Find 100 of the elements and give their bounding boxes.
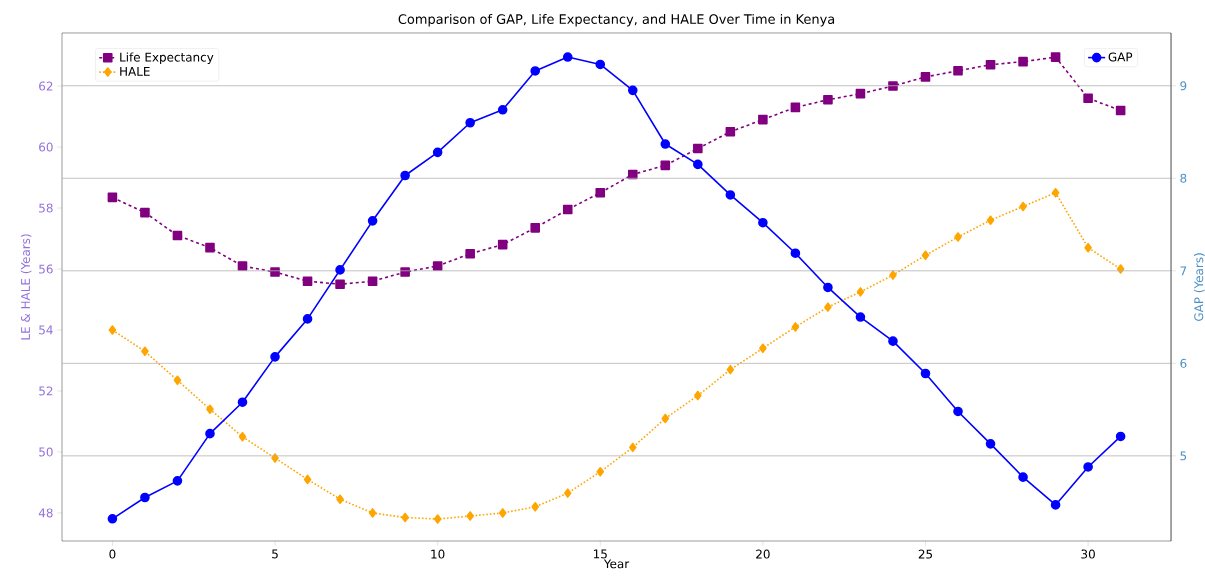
point [725, 190, 736, 200]
point [725, 126, 736, 137]
point [465, 248, 475, 259]
point [302, 276, 313, 286]
point [530, 223, 541, 233]
point [367, 276, 378, 286]
point [985, 439, 996, 449]
point [562, 52, 573, 62]
point [758, 114, 768, 125]
point [432, 261, 443, 271]
point [595, 187, 606, 198]
x-tick-label: 0 [109, 549, 116, 559]
point [856, 287, 865, 297]
y-axis-title: LE & HALE (Years) [20, 234, 32, 340]
point [1116, 264, 1125, 274]
point [1115, 105, 1126, 116]
point [986, 215, 995, 226]
point [954, 232, 962, 242]
point [920, 368, 931, 379]
point [368, 508, 377, 518]
point [562, 204, 573, 215]
point [237, 261, 248, 271]
point [335, 279, 345, 290]
x-tick-label: 20 [756, 549, 770, 559]
point [823, 282, 833, 293]
point [432, 147, 443, 158]
y2-tick-label: 7 [1180, 266, 1187, 276]
point [693, 159, 703, 170]
x-tick-label: 30 [1081, 549, 1095, 559]
point [824, 302, 832, 312]
point [1115, 431, 1126, 442]
point [401, 512, 409, 523]
x-tick-label: 15 [593, 549, 607, 559]
point [1083, 93, 1093, 104]
point [270, 267, 280, 277]
point [888, 336, 898, 346]
point [108, 325, 117, 335]
point [205, 428, 215, 439]
y-tick-label: 60 [39, 142, 53, 152]
point [889, 270, 897, 280]
y2-tick-label: 8 [1180, 173, 1187, 183]
point [497, 105, 508, 115]
point [823, 94, 833, 105]
point [790, 248, 801, 259]
point [920, 72, 931, 82]
point [694, 390, 702, 401]
point [302, 314, 313, 324]
point [660, 139, 671, 149]
point [270, 352, 280, 362]
point [206, 404, 214, 415]
point [791, 322, 800, 332]
point [237, 397, 248, 407]
point [367, 216, 378, 226]
point [627, 85, 638, 96]
y2-tick-label: 9 [1180, 81, 1187, 91]
point [985, 59, 996, 70]
y-tick-label: 58 [39, 203, 53, 213]
x-tick-label: 10 [431, 549, 445, 559]
y-tick-label: 48 [38, 508, 53, 518]
y2-tick-label: 5 [1180, 451, 1187, 461]
point [953, 66, 963, 76]
point [1019, 201, 1027, 212]
point [855, 312, 866, 322]
point [497, 239, 508, 250]
y-tick-label: 50 [39, 447, 53, 457]
y2-tick-label: 6 [1180, 358, 1187, 368]
point [303, 474, 312, 485]
point [238, 431, 247, 442]
point [433, 514, 442, 524]
point [336, 494, 344, 505]
point [759, 343, 767, 354]
point [661, 413, 670, 424]
point [596, 466, 605, 477]
y-tick-label: 62 [39, 81, 53, 91]
y2-axis-title: GAP (Years) [1194, 253, 1205, 321]
x-tick-label: 5 [272, 549, 278, 559]
legend-label: Life Expectancy [120, 52, 214, 64]
point [1050, 52, 1061, 62]
point [400, 170, 410, 181]
y-tick-label: 52 [39, 386, 53, 396]
point [563, 488, 572, 498]
point [141, 346, 149, 357]
point [1050, 500, 1061, 510]
y-tick-label: 56 [39, 264, 53, 274]
point [921, 250, 930, 261]
point [855, 88, 866, 99]
point [1018, 472, 1028, 482]
point [465, 117, 475, 128]
point [1084, 242, 1092, 253]
point [205, 242, 215, 253]
point [953, 406, 963, 417]
point [466, 511, 474, 521]
point [1083, 462, 1093, 472]
legend-label: HALE [120, 66, 150, 76]
chart-title: Comparison of GAP, Life Expectancy, and HALE Over Time in Kenya [398, 13, 835, 27]
point [693, 143, 703, 154]
point [1051, 187, 1060, 198]
legend-label: GAP [1108, 52, 1133, 62]
point [1018, 56, 1028, 67]
point [140, 207, 150, 218]
